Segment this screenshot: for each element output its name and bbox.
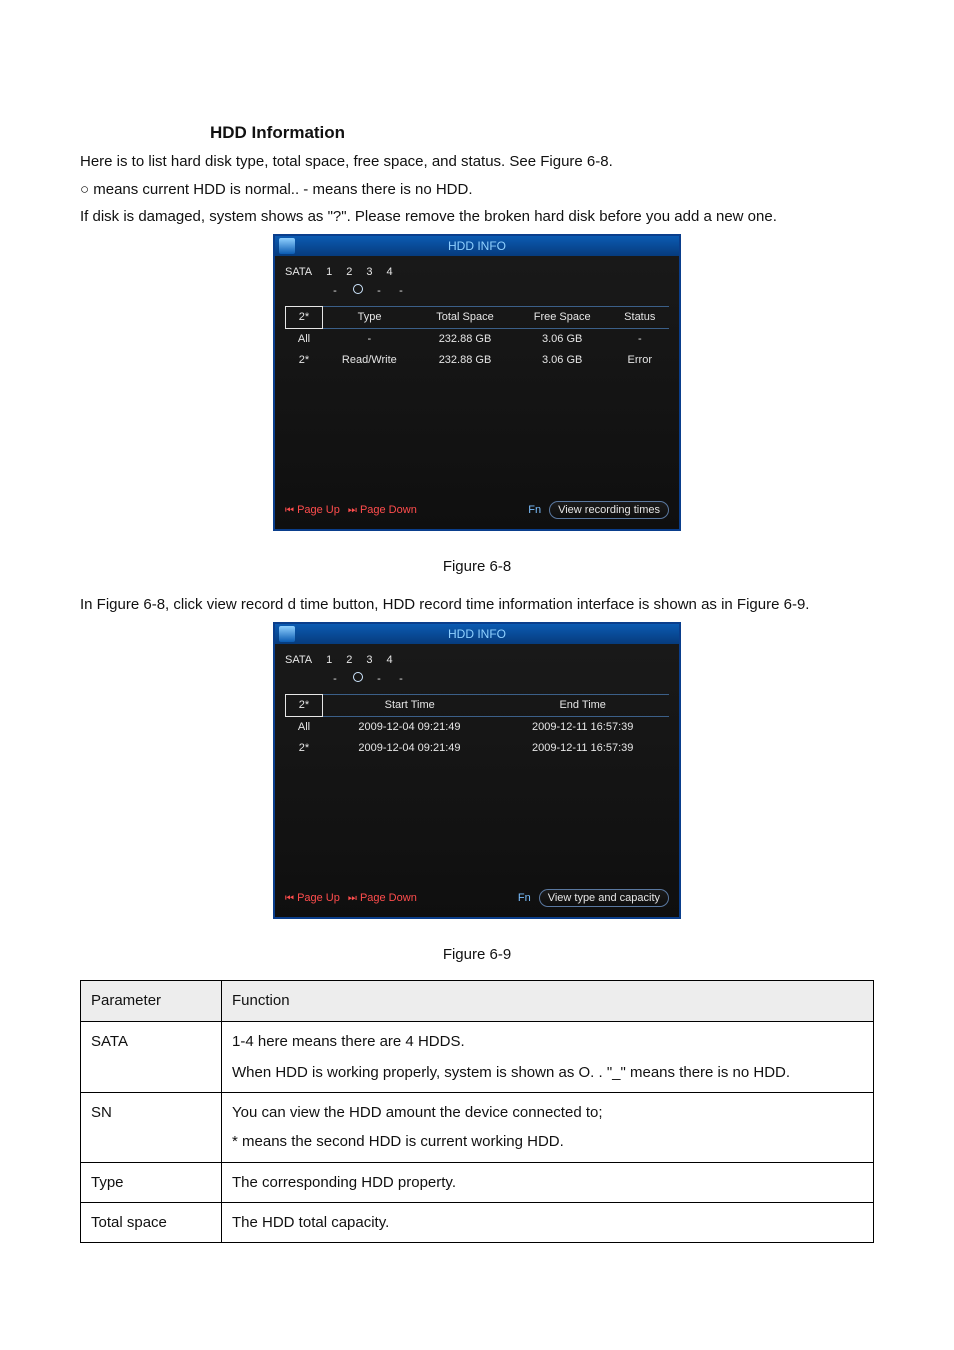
dialog-titlebar: HDD INFO — [275, 236, 679, 256]
sata-status-2 — [353, 671, 361, 688]
table-row: All - 232.88 GB 3.06 GB - — [286, 329, 670, 351]
page-down-button[interactable]: ⏭ Page Down — [348, 502, 417, 519]
dialog-icon — [279, 626, 295, 642]
col-start: Start Time — [323, 694, 497, 716]
sata-1: 1 — [326, 264, 332, 281]
col-sn: 2* — [286, 307, 323, 329]
sata-row: SATA 1 2 3 4 — [285, 652, 669, 669]
intro-line-2: ○ means current HDD is normal.. - means … — [80, 178, 874, 201]
hdd-table-1: 2* Type Total Space Free Space Status Al… — [285, 306, 669, 495]
sata-4: 4 — [386, 652, 392, 669]
param-bullet: means the second HDD is current working … — [232, 1130, 863, 1153]
col-free: Free Space — [514, 307, 611, 329]
table-row: 2* Read/Write 232.88 GB 3.06 GB Error — [286, 350, 670, 371]
section-heading: HDD Information — [210, 120, 874, 146]
col-end: End Time — [496, 694, 669, 716]
hdd-info-dialog-1: HDD INFO SATA 1 2 3 4 - - - 2* Type — [273, 234, 681, 531]
view-recording-times-button[interactable]: View recording times — [549, 501, 669, 519]
sata-4: 4 — [386, 264, 392, 281]
view-type-capacity-button[interactable]: View type and capacity — [539, 889, 669, 907]
sata-2: 2 — [346, 652, 352, 669]
param-row-sata: SATA 1-4 here means there are 4 HDDS. Wh… — [81, 1021, 874, 1093]
figure-caption-6-8: Figure 6-8 — [80, 555, 874, 578]
col-sn: 2* — [286, 694, 323, 716]
col-type: Type — [323, 307, 417, 329]
sata-3: 3 — [366, 264, 372, 281]
sata-status-3: - — [375, 671, 383, 688]
sata-status-1: - — [331, 671, 339, 688]
sata-status-3: - — [375, 283, 383, 300]
param-row-sn: SN You can view the HDD amount the devic… — [81, 1093, 874, 1163]
sata-status-row: - - - — [285, 283, 669, 300]
sata-status-row: - - - — [285, 671, 669, 688]
sata-status-2 — [353, 283, 361, 300]
parameter-table: Parameter Function SATA 1-4 here means t… — [80, 980, 874, 1243]
dialog-title: HDD INFO — [448, 625, 506, 644]
dialog-title: HDD INFO — [448, 237, 506, 256]
sata-label: SATA — [285, 652, 312, 669]
param-header-parameter: Parameter — [81, 981, 222, 1021]
mid-paragraph: In Figure 6-8, click view record d time … — [80, 593, 874, 616]
param-text: When HDD is working properly, system is … — [232, 1061, 863, 1084]
table-row: All 2009-12-04 09:21:49 2009-12-11 16:57… — [286, 716, 670, 738]
param-row-total-space: Total space The HDD total capacity. — [81, 1202, 874, 1242]
sata-status-1: - — [331, 283, 339, 300]
sata-2: 2 — [346, 264, 352, 281]
param-text: You can view the HDD amount the device c… — [232, 1101, 863, 1124]
page-up-button[interactable]: ⏮ Page Up — [285, 502, 340, 519]
sata-3: 3 — [366, 652, 372, 669]
dialog-titlebar: HDD INFO — [275, 624, 679, 644]
param-header-function: Function — [222, 981, 874, 1021]
fn-label: Fn — [518, 890, 531, 907]
intro-line-1: Here is to list hard disk type, total sp… — [80, 150, 874, 173]
table-row: 2* 2009-12-04 09:21:49 2009-12-11 16:57:… — [286, 738, 670, 759]
fn-label: Fn — [528, 502, 541, 519]
page-down-button[interactable]: ⏭ Page Down — [348, 890, 417, 907]
param-row-type: Type The corresponding HDD property. — [81, 1162, 874, 1202]
page-up-button[interactable]: ⏮ Page Up — [285, 890, 340, 907]
hdd-table-2: 2* Start Time End Time All 2009-12-04 09… — [285, 694, 669, 883]
sata-status-4: - — [397, 671, 405, 688]
sata-label: SATA — [285, 264, 312, 281]
intro-line-3: If disk is damaged, system shows as "?".… — [80, 205, 874, 228]
sata-status-4: - — [397, 283, 405, 300]
col-total: Total Space — [416, 307, 514, 329]
sata-1: 1 — [326, 652, 332, 669]
param-text: 1-4 here means there are 4 HDDS. — [232, 1030, 863, 1053]
hdd-info-dialog-2: HDD INFO SATA 1 2 3 4 - - - 2* Start T — [273, 622, 681, 919]
dialog-icon — [279, 238, 295, 254]
figure-caption-6-9: Figure 6-9 — [80, 943, 874, 966]
col-status: Status — [611, 307, 669, 329]
sata-row: SATA 1 2 3 4 — [285, 264, 669, 281]
